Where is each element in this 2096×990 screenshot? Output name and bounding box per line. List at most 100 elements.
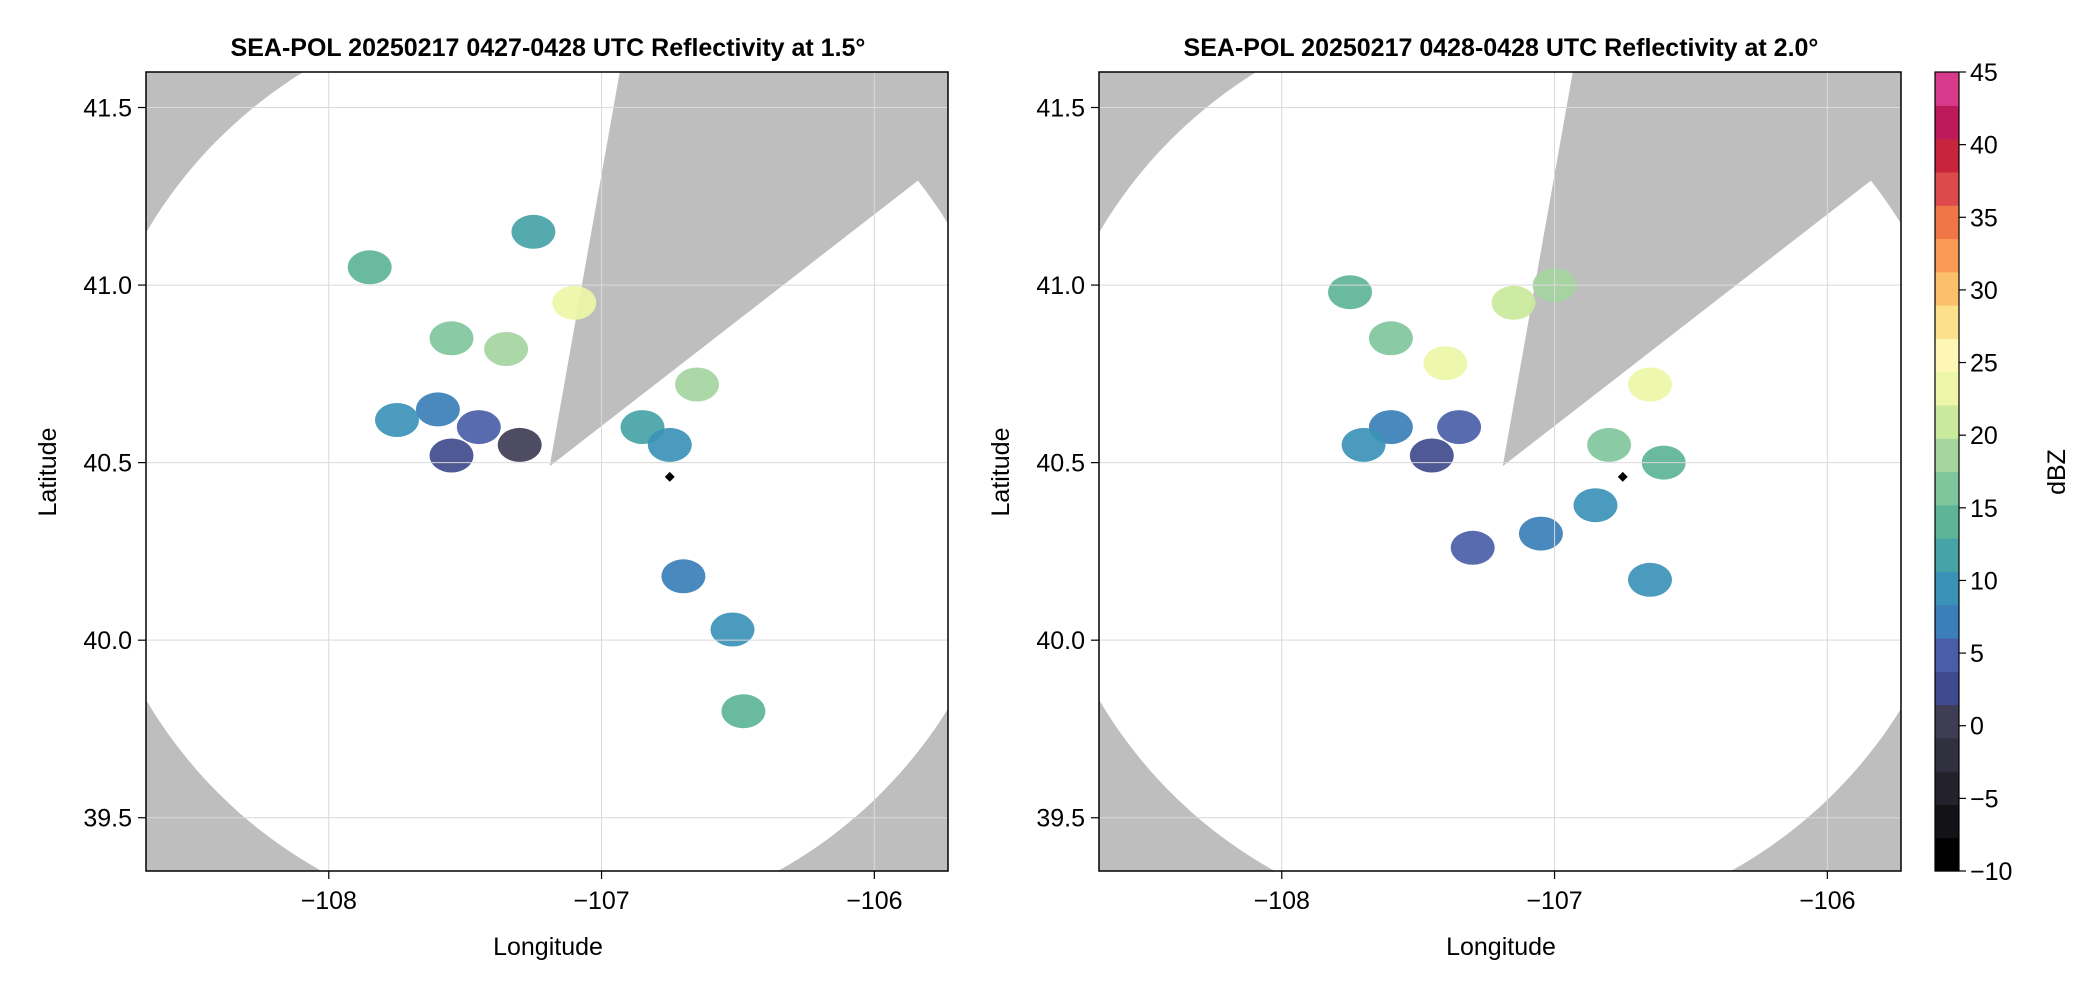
colorbar-swatch	[1935, 704, 1959, 739]
right-x-tick-label: −108	[1254, 887, 1310, 915]
left-echo-cell	[429, 438, 474, 473]
right-echo-cell	[1491, 285, 1536, 320]
right-echo-cell	[1573, 488, 1618, 523]
right-echo-cell	[1518, 516, 1563, 551]
left-plot-area	[146, 72, 948, 871]
colorbar-swatch	[1935, 737, 1959, 772]
left-echo-cell	[415, 392, 460, 427]
colorbar-swatch	[1935, 438, 1959, 473]
left-site-marker	[664, 471, 675, 482]
colorbar-swatch	[1935, 138, 1959, 173]
left-x-tick-label: −107	[573, 887, 629, 915]
colorbar-swatch	[1935, 538, 1959, 572]
colorbar-tick-label: 15	[1970, 495, 1998, 523]
colorbar-tick-label: 20	[1970, 422, 1998, 450]
colorbar-swatch	[1935, 471, 1959, 506]
colorbar-swatch	[1935, 205, 1959, 240]
left-x-axis-label: Longitude	[493, 933, 603, 961]
right-echo-cell	[1409, 438, 1454, 473]
right-y-tick-label: 41.5	[1036, 95, 1085, 123]
colorbar-tick-label: 35	[1970, 204, 1998, 232]
left-echo-cell	[484, 332, 529, 366]
colorbar-label: dBZ	[2043, 449, 2071, 495]
right-panel-title: SEA-POL 20250217 0428-0428 UTC Reflectiv…	[1184, 34, 1819, 62]
left-x-tick-label: −108	[301, 887, 357, 915]
colorbar-swatch	[1935, 338, 1959, 373]
left-panel-title: SEA-POL 20250217 0427-0428 UTC Reflectiv…	[231, 34, 866, 62]
colorbar-swatch	[1935, 771, 1959, 806]
left-x-tick-label: −106	[846, 887, 902, 915]
colorbar-tick-label: 0	[1970, 713, 1984, 741]
colorbar-tick-label: 30	[1970, 277, 1998, 305]
colorbar-swatch	[1935, 404, 1959, 439]
colorbar-swatch	[1935, 604, 1959, 639]
left-echo-cell	[375, 403, 419, 437]
right-x-tick-label: −106	[1799, 887, 1855, 915]
left-echo-cell	[647, 427, 692, 462]
right-axes-frame	[1098, 71, 1902, 872]
colorbar-swatch	[1935, 72, 1959, 106]
left-y-axis-label: Latitude	[34, 428, 62, 517]
left-y-tick-label: 40.0	[83, 627, 132, 655]
right-echo-cell	[1423, 346, 1468, 381]
left-echo-cell	[721, 694, 766, 729]
colorbar-swatch	[1935, 305, 1959, 339]
right-plot-area	[1099, 72, 1901, 871]
right-y-tick-label: 39.5	[1036, 805, 1085, 833]
left-echo-cell	[661, 559, 706, 594]
right-echo-cell	[1341, 427, 1386, 462]
right-echo-cell	[1628, 367, 1672, 402]
right-echo-cell	[1437, 410, 1482, 445]
left-panel: SEA-POL 20250217 0427-0428 UTC Reflectiv…	[34, 34, 949, 961]
colorbar-swatch	[1935, 504, 1959, 539]
colorbar-tick-label: 45	[1970, 59, 1998, 87]
colorbar-swatch	[1935, 671, 1959, 706]
left-echo-cell	[497, 427, 542, 462]
colorbar-tick-label: 25	[1970, 350, 1998, 378]
colorbar-tick-label: 40	[1970, 132, 1998, 160]
left-echo-cell	[511, 214, 556, 249]
right-radar-coverage	[1099, 72, 1901, 871]
colorbar-swatch	[1935, 105, 1959, 140]
colorbar-frame	[1934, 71, 1960, 872]
right-echo-cell	[1328, 275, 1372, 310]
colorbar-swatch	[1935, 804, 1959, 839]
right-echo-cell	[1368, 321, 1413, 356]
colorbar-swatch	[1935, 571, 1959, 606]
left-y-tick-label: 39.5	[83, 805, 132, 833]
colorbar-tick-label: −5	[1970, 785, 1999, 813]
left-echo-cell	[347, 250, 392, 285]
colorbar-swatch	[1935, 171, 1959, 206]
colorbar-swatch	[1935, 238, 1959, 273]
colorbar-tick-label: 10	[1970, 567, 1998, 595]
left-y-tick-label: 40.5	[83, 450, 132, 478]
colorbar-swatch	[1935, 371, 1959, 406]
right-echo-cell	[1628, 562, 1672, 597]
left-echo-cell	[552, 285, 597, 320]
right-panel: SEA-POL 20250217 0428-0428 UTC Reflectiv…	[987, 34, 1902, 961]
right-y-tick-label: 40.0	[1036, 627, 1085, 655]
colorbar-tick-label: −10	[1970, 858, 2012, 886]
colorbar-swatch	[1935, 637, 1959, 672]
left-y-tick-label: 41.5	[83, 95, 132, 123]
right-echo-cell	[1450, 530, 1495, 565]
left-axes-frame	[145, 71, 949, 872]
right-site-marker	[1617, 471, 1628, 482]
left-echo-cell	[456, 410, 501, 445]
left-echo-cell	[710, 612, 755, 647]
left-echo-cell	[429, 321, 474, 356]
right-x-tick-label: −107	[1526, 887, 1582, 915]
right-echo-cell	[1587, 427, 1632, 462]
right-y-tick-label: 40.5	[1036, 450, 1085, 478]
colorbar-tick-label: 5	[1970, 640, 1984, 668]
colorbar: dBZ −10 −5 0 5 10 15 20 25 30 35 40 45	[1934, 59, 2071, 886]
colorbar-swatch	[1935, 837, 1959, 872]
left-radar-coverage	[146, 72, 948, 871]
right-y-tick-label: 41.0	[1036, 272, 1085, 300]
left-echo-cell	[675, 367, 719, 402]
right-x-axis-label: Longitude	[1446, 933, 1556, 961]
left-y-tick-label: 41.0	[83, 272, 132, 300]
colorbar-swatch	[1935, 271, 1959, 306]
right-y-axis-label: Latitude	[987, 428, 1015, 517]
